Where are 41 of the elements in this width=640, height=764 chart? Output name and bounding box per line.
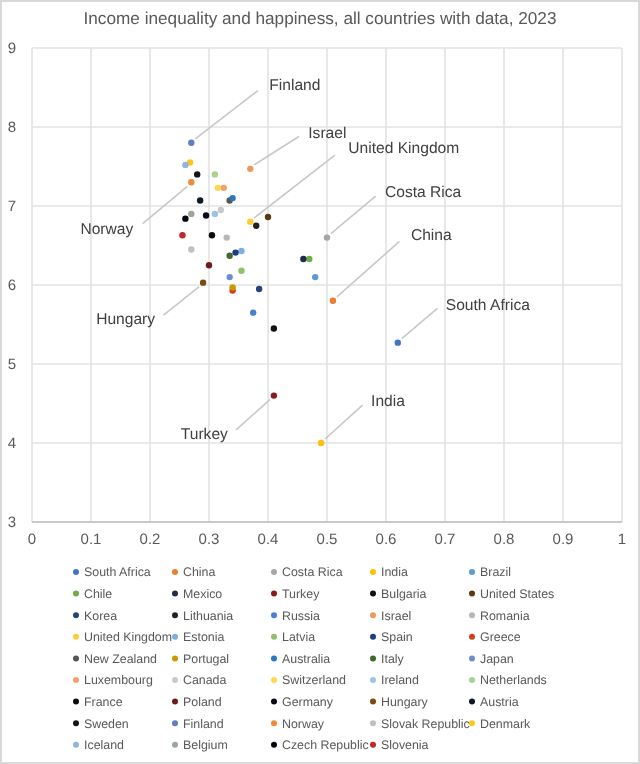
point (253, 222, 260, 229)
point (238, 247, 245, 255)
point (394, 339, 401, 346)
point (255, 285, 263, 293)
point (232, 249, 239, 256)
point (312, 273, 319, 281)
point (208, 232, 216, 239)
point (182, 161, 189, 169)
point (306, 255, 313, 263)
point (188, 210, 195, 218)
point (329, 297, 337, 304)
point (188, 139, 195, 146)
point (250, 309, 257, 316)
point (188, 179, 195, 186)
point (247, 218, 254, 225)
point (211, 171, 219, 178)
point (220, 184, 227, 192)
point (182, 215, 189, 222)
point (226, 273, 233, 281)
point (238, 267, 245, 274)
point (323, 234, 331, 241)
point (214, 184, 222, 192)
point (202, 212, 210, 219)
point (196, 197, 204, 204)
point (300, 255, 307, 263)
point (199, 279, 207, 286)
point (217, 206, 224, 214)
point (188, 246, 195, 253)
point (226, 252, 233, 259)
point (264, 213, 272, 221)
point (211, 210, 219, 218)
chart-title: Income inequality and happiness, all countries with data, 2023 (83, 8, 557, 28)
point (247, 165, 254, 173)
point (223, 234, 230, 241)
point (179, 232, 186, 239)
point (194, 171, 201, 178)
point (317, 439, 325, 447)
point (205, 262, 213, 269)
point (270, 325, 278, 332)
point (270, 392, 278, 399)
point (186, 159, 194, 166)
